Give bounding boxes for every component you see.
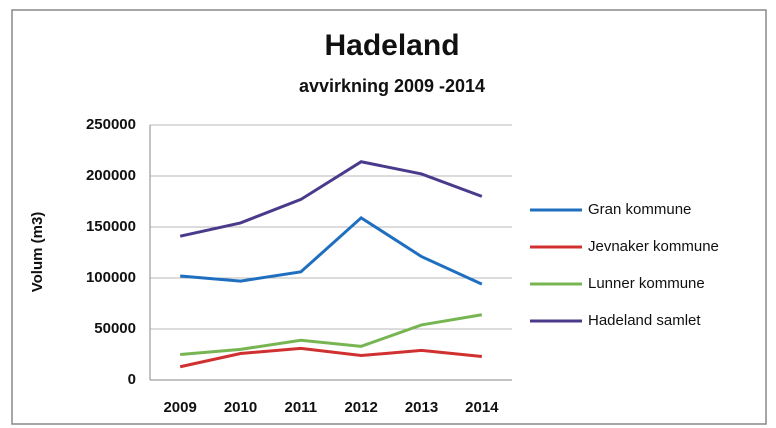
legend-label: Lunner kommune [588,275,705,292]
series-line [180,313,483,356]
x-tick-label: 2012 [344,399,377,416]
chart-subtitle: avvirkning 2009 -2014 [299,76,485,96]
y-tick-label: 100000 [86,269,136,286]
y-tick-label: 0 [128,371,136,388]
x-tick-label: 2013 [405,399,438,416]
legend-label: Gran kommune [588,201,691,218]
y-tick-label: 50000 [94,320,136,337]
legend-label: Hadeland samlet [588,312,701,329]
x-tick-label: 2010 [224,399,257,416]
y-axis-label: Volum (m3) [29,212,46,293]
y-tick-label: 200000 [86,167,136,184]
series-line [179,346,482,369]
x-tick-label: 2009 [163,399,196,416]
y-tick-label: 150000 [86,218,136,235]
chart-title: Hadeland [324,29,459,62]
x-tick-label: 2014 [465,399,499,416]
series-line [179,160,483,238]
legend-label: Jevnaker kommune [588,238,719,255]
series-line [180,215,483,286]
y-tick-label: 250000 [86,116,136,133]
x-tick-label: 2011 [285,399,318,416]
chart-frame [11,9,767,425]
